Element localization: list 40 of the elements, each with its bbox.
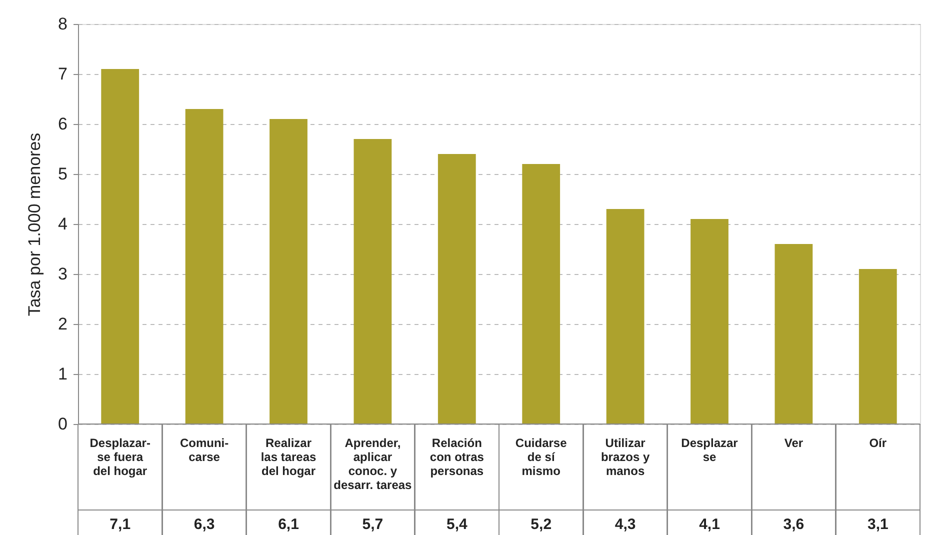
x-tick-label: Desplazar- se fuera del hogar	[90, 436, 150, 478]
y-tick-label: 1	[58, 364, 68, 384]
y-tick-label: 0	[58, 414, 68, 434]
bar	[270, 119, 308, 424]
data-label: 4,3	[614, 516, 636, 533]
x-tick-label: Cuidarse de sí mismo	[515, 436, 568, 478]
x-tick-label: Relación con otras personas	[430, 436, 484, 478]
y-tick-label: 6	[58, 114, 68, 134]
data-label: 4,1	[699, 516, 720, 533]
data-label: 5,7	[362, 516, 384, 533]
y-tick-label: 2	[58, 314, 68, 334]
y-tick-label: 8	[58, 14, 68, 34]
x-tick-label: Aprender, aplicar conoc. y desarr. tareas	[334, 436, 412, 492]
y-tick-label: 7	[58, 64, 68, 84]
y-tick-label: 4	[58, 214, 68, 234]
data-label: 5,4	[446, 516, 468, 533]
bar	[101, 69, 140, 424]
y-tick-label: 3	[58, 264, 68, 284]
data-label: 6,3	[194, 516, 215, 533]
x-tick-label: Utilizar brazos y manos	[600, 436, 650, 478]
x-tick-label: Desplazar se	[681, 436, 738, 464]
data-label: 6,1	[278, 516, 299, 533]
y-tick-label: 5	[58, 164, 68, 184]
data-label: 7,1	[110, 516, 131, 533]
data-label: 3,1	[867, 516, 888, 533]
bar	[438, 154, 476, 424]
x-tick-label: Realizar las tareas del hogar	[260, 436, 317, 478]
data-label: 5,2	[530, 516, 552, 533]
x-tick-label: Comuni- carse	[180, 436, 229, 464]
x-tick-label: Oír	[869, 436, 887, 450]
x-tick-label: Ver	[784, 436, 804, 450]
bar	[858, 269, 897, 424]
bar	[185, 109, 224, 424]
bar	[606, 209, 644, 424]
bar	[354, 139, 392, 424]
bar	[522, 164, 560, 424]
bar	[774, 244, 813, 424]
data-label: 3,6	[783, 516, 804, 533]
y-axis-title: Tasa por 1.000 menores	[25, 132, 44, 316]
bar	[690, 219, 728, 424]
